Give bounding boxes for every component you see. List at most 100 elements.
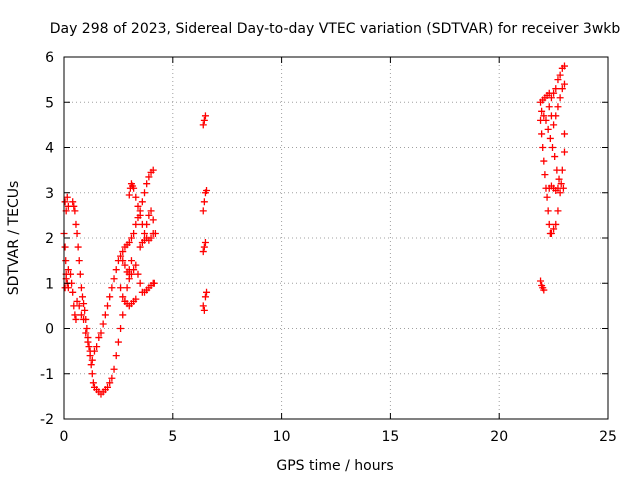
- data-point: [141, 229, 149, 237]
- data-point: [542, 116, 550, 124]
- data-point: [73, 297, 81, 305]
- data-point: [550, 89, 558, 97]
- data-point: [540, 286, 548, 294]
- x-tick-label: 5: [168, 429, 177, 445]
- data-point: [70, 202, 78, 210]
- data-point: [76, 270, 84, 278]
- data-point: [87, 361, 95, 369]
- data-point: [74, 243, 82, 251]
- data-point: [127, 234, 135, 242]
- data-point: [560, 130, 568, 138]
- data-point: [75, 257, 83, 265]
- data-point: [125, 239, 133, 247]
- data-point: [550, 121, 558, 129]
- data-point: [125, 191, 133, 199]
- data-point: [99, 320, 107, 328]
- data-point: [541, 171, 549, 179]
- y-tick-label: 1: [45, 276, 54, 292]
- data-point: [145, 173, 153, 181]
- data-point: [132, 295, 140, 303]
- data-point: [108, 374, 116, 382]
- data-point: [537, 277, 545, 285]
- data-point: [200, 116, 208, 124]
- data-point: [123, 268, 131, 276]
- data-point: [125, 275, 133, 283]
- data-point: [108, 284, 116, 292]
- data-point: [69, 198, 77, 206]
- data-point: [134, 202, 142, 210]
- data-point: [200, 243, 208, 251]
- data-point: [201, 239, 209, 247]
- data-point: [560, 80, 568, 88]
- data-point: [77, 311, 85, 319]
- data-point: [199, 121, 207, 129]
- x-tick-label: 10: [273, 429, 291, 445]
- y-tick-label: 0: [45, 322, 54, 338]
- y-tick-label: 3: [45, 186, 54, 202]
- ticks-layer: 0 5 10 15 20 25 -2 -1 0 1 2 3 4 5 6: [40, 50, 617, 445]
- data-point: [545, 103, 553, 111]
- chart-title: Day 298 of 2023, Sidereal Day-to-day VTE…: [50, 21, 621, 37]
- data-point: [149, 166, 157, 174]
- data-point: [547, 94, 555, 102]
- data-point: [538, 107, 546, 115]
- data-point: [199, 248, 207, 256]
- data-point: [552, 220, 560, 228]
- y-tick-label: -1: [40, 367, 54, 383]
- data-point: [141, 189, 149, 197]
- data-point: [112, 352, 120, 360]
- data-point: [143, 180, 151, 188]
- data-point: [127, 257, 135, 265]
- data-point: [546, 134, 554, 142]
- data-point: [557, 180, 565, 188]
- data-point: [64, 266, 72, 274]
- data-point: [543, 193, 551, 201]
- data-point: [88, 356, 96, 364]
- data-point: [112, 266, 120, 274]
- y-tick-label: 2: [45, 231, 54, 247]
- data-point: [117, 252, 125, 260]
- data-point: [149, 216, 157, 224]
- data-point: [110, 275, 118, 283]
- data-point: [540, 157, 548, 165]
- data-point: [62, 257, 70, 265]
- data-point: [71, 311, 79, 319]
- data-point: [61, 243, 69, 251]
- data-point: [544, 125, 552, 133]
- data-point: [201, 112, 209, 120]
- data-point: [119, 311, 127, 319]
- data-point: [88, 370, 96, 378]
- data-point: [150, 279, 158, 287]
- data-point: [106, 293, 114, 301]
- data-point: [147, 234, 155, 242]
- data-point: [554, 184, 562, 192]
- data-point: [134, 270, 142, 278]
- data-point: [117, 325, 125, 332]
- y-axis-label: SDTVAR / TECUs: [6, 181, 22, 296]
- data-point: [558, 85, 566, 93]
- data-point: [119, 257, 127, 265]
- data-point: [200, 198, 208, 206]
- y-tick-label: 6: [45, 50, 54, 66]
- data-point: [539, 144, 547, 151]
- data-point: [119, 293, 127, 301]
- data-point: [61, 284, 69, 292]
- data-point: [545, 220, 553, 228]
- data-point: [130, 184, 138, 192]
- data-point: [555, 175, 563, 183]
- data-point: [89, 379, 97, 387]
- data-point: [554, 76, 562, 84]
- data-point: [554, 207, 562, 215]
- x-tick-label: 25: [599, 429, 617, 445]
- data-point: [71, 207, 79, 215]
- data-point: [93, 343, 101, 351]
- data-point: [136, 211, 144, 219]
- data-point: [560, 62, 568, 70]
- data-point: [547, 229, 555, 237]
- data-point: [117, 284, 125, 292]
- data-point: [127, 270, 135, 278]
- data-point: [97, 329, 105, 337]
- y-tick-label: 5: [45, 95, 54, 111]
- x-tick-label: 20: [490, 429, 508, 445]
